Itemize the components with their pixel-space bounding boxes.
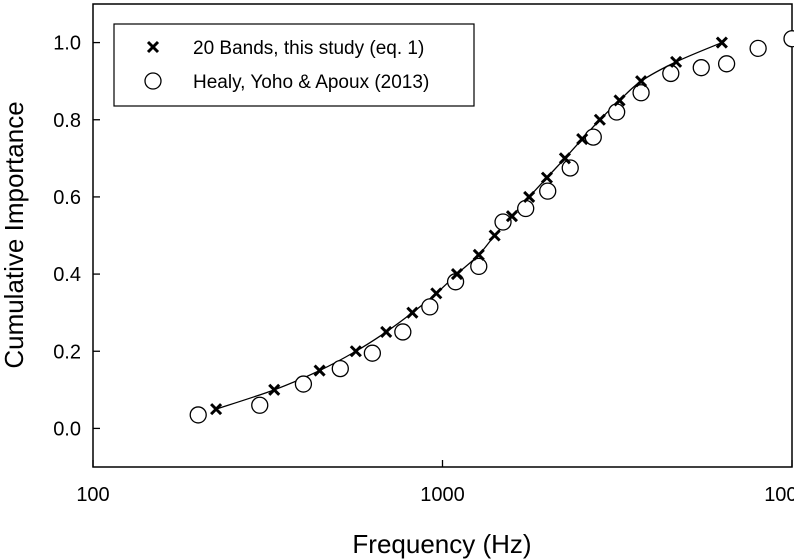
data-point-x: [430, 287, 443, 300]
data-point-circle: [692, 59, 710, 77]
x-axis-title: Frequency (Hz): [352, 529, 531, 559]
data-point-circle: [662, 64, 680, 83]
data-point-x: [523, 190, 536, 203]
y-tick-label: 1.0: [53, 33, 81, 55]
y-tick-label: 0.6: [53, 187, 81, 209]
data-point-circle: [251, 396, 269, 414]
plot-marks: [189, 30, 794, 424]
legend-label-series-1: 20 Bands, this study (eq. 1): [193, 38, 424, 59]
y-tick-label: 0.4: [53, 264, 81, 286]
data-point-circle: [394, 323, 412, 341]
data-point-x: [380, 325, 393, 339]
data-point-x: [613, 94, 626, 107]
data-point-x: [406, 306, 419, 319]
data-point-circle: [363, 344, 382, 362]
y-axis-title: Cumulative Importance: [0, 101, 29, 368]
x-tick-label: 100: [76, 484, 109, 506]
data-point-x: [635, 75, 648, 88]
data-point-circle: [717, 55, 736, 73]
data-point-x: [505, 210, 518, 223]
data-point-circle: [749, 39, 767, 58]
data-point-circle: [608, 103, 626, 121]
y-tick-label: 0.2: [53, 341, 81, 363]
data-point-x: [488, 229, 501, 242]
data-point-circle: [189, 406, 207, 424]
data-point-x: [540, 171, 554, 184]
data-point-circle: [632, 84, 650, 102]
data-point-circle: [494, 213, 512, 231]
data-point-circle: [294, 375, 313, 393]
data-point-x: [210, 403, 223, 416]
legend: 20 Bands, this study (eq. 1) Healy, Yoho…: [113, 23, 475, 107]
y-axis: 0.0 0.2 0.4 0.6 0.8 1.0: [53, 33, 100, 440]
data-point-x: [558, 152, 571, 165]
y-tick-label: 0.0: [53, 418, 81, 440]
data-point-circle: [517, 199, 535, 218]
x-tick-label: 10000: [764, 484, 794, 506]
data-point-x: [472, 248, 485, 261]
data-point-circle: [539, 182, 557, 200]
data-point-x: [313, 364, 326, 377]
legend-marker-circle: [144, 72, 162, 90]
data-point-x: [670, 55, 683, 68]
data-point-circle: [331, 359, 349, 378]
x-tick-label: 1000: [420, 484, 465, 506]
x-axis: 100 1000 10000: [76, 460, 794, 506]
data-point-x: [450, 268, 464, 281]
data-point-x: [593, 113, 606, 126]
data-point-circle: [470, 257, 488, 276]
data-point-x: [268, 383, 281, 396]
data-point-x: [576, 132, 589, 146]
data-point-circle: [421, 298, 439, 316]
data-point-x: [349, 345, 362, 358]
data-point-circle: [783, 30, 794, 48]
data-point-circle: [561, 159, 579, 177]
legend-marker-x: [146, 40, 160, 54]
y-tick-label: 0.8: [53, 110, 81, 132]
legend-box: [113, 23, 475, 107]
data-point-x: [715, 36, 728, 49]
legend-label-series-2: Healy, Yoho & Apoux (2013): [193, 72, 429, 93]
